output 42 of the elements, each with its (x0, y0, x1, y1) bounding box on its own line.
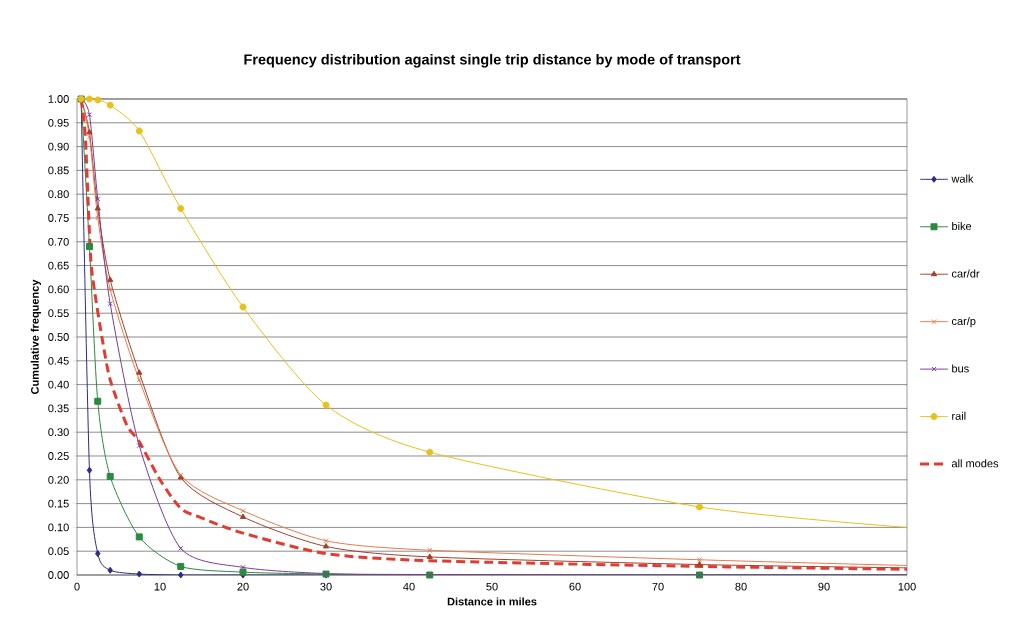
y-tick-label: 0.35 (48, 404, 69, 413)
y-tick-label: 0.55 (48, 309, 69, 318)
y-tick-label: 0.40 (48, 380, 69, 389)
y-tick-label: 0.10 (48, 523, 69, 532)
legend-label: bike (952, 222, 972, 231)
legend-label: all modes (951, 459, 999, 468)
chart-title: Frequency distribution against single trip distance by mode of transport (244, 53, 741, 68)
y-tick-label: 0.25 (48, 452, 69, 460)
y-tick-label: 0.30 (48, 428, 69, 437)
y-axis-title: Cumulative frequency (30, 279, 41, 394)
y-tick-label: 0.60 (48, 285, 69, 294)
x-tick-label: 10 (154, 582, 166, 591)
y-tick-label: 0.00 (48, 571, 69, 579)
y-tick-label: 0.90 (48, 142, 69, 151)
x-tick-label: 50 (486, 582, 498, 591)
y-tick-label: 1.00 (48, 95, 69, 103)
y-tick-label: 0.45 (48, 356, 69, 365)
y-tick-label: 0.75 (48, 214, 69, 222)
legend-label: car/p (951, 316, 976, 328)
y-tick-label: 0.95 (48, 118, 69, 127)
y-tick-label: 0.85 (48, 166, 69, 175)
x-tick-label: 80 (735, 582, 747, 591)
x-tick-label: 30 (320, 582, 332, 591)
y-tick-label: 0.70 (48, 237, 69, 246)
legend-label: rail (952, 411, 966, 420)
x-tick-label: 0 (74, 582, 80, 591)
x-tick-label: 90 (818, 582, 830, 591)
y-tick-label: 0.80 (48, 190, 69, 199)
x-tick-label: 20 (237, 582, 249, 591)
y-tick-label: 0.05 (48, 547, 69, 556)
x-axis-title: Distance in miles (447, 597, 537, 606)
y-tick-label: 0.15 (48, 499, 69, 508)
x-tick-label: 100 (898, 582, 916, 591)
y-tick-label: 0.65 (48, 261, 69, 270)
x-tick-label: 70 (652, 582, 664, 591)
y-tick-label: 0.20 (48, 475, 69, 484)
x-tick-label: 40 (403, 582, 415, 591)
legend-label: bus (952, 364, 969, 373)
legend-label: walk (951, 174, 974, 183)
y-tick-label: 0.50 (48, 333, 69, 341)
x-tick-label: 60 (569, 582, 581, 591)
legend-label: car/dr (951, 269, 980, 278)
